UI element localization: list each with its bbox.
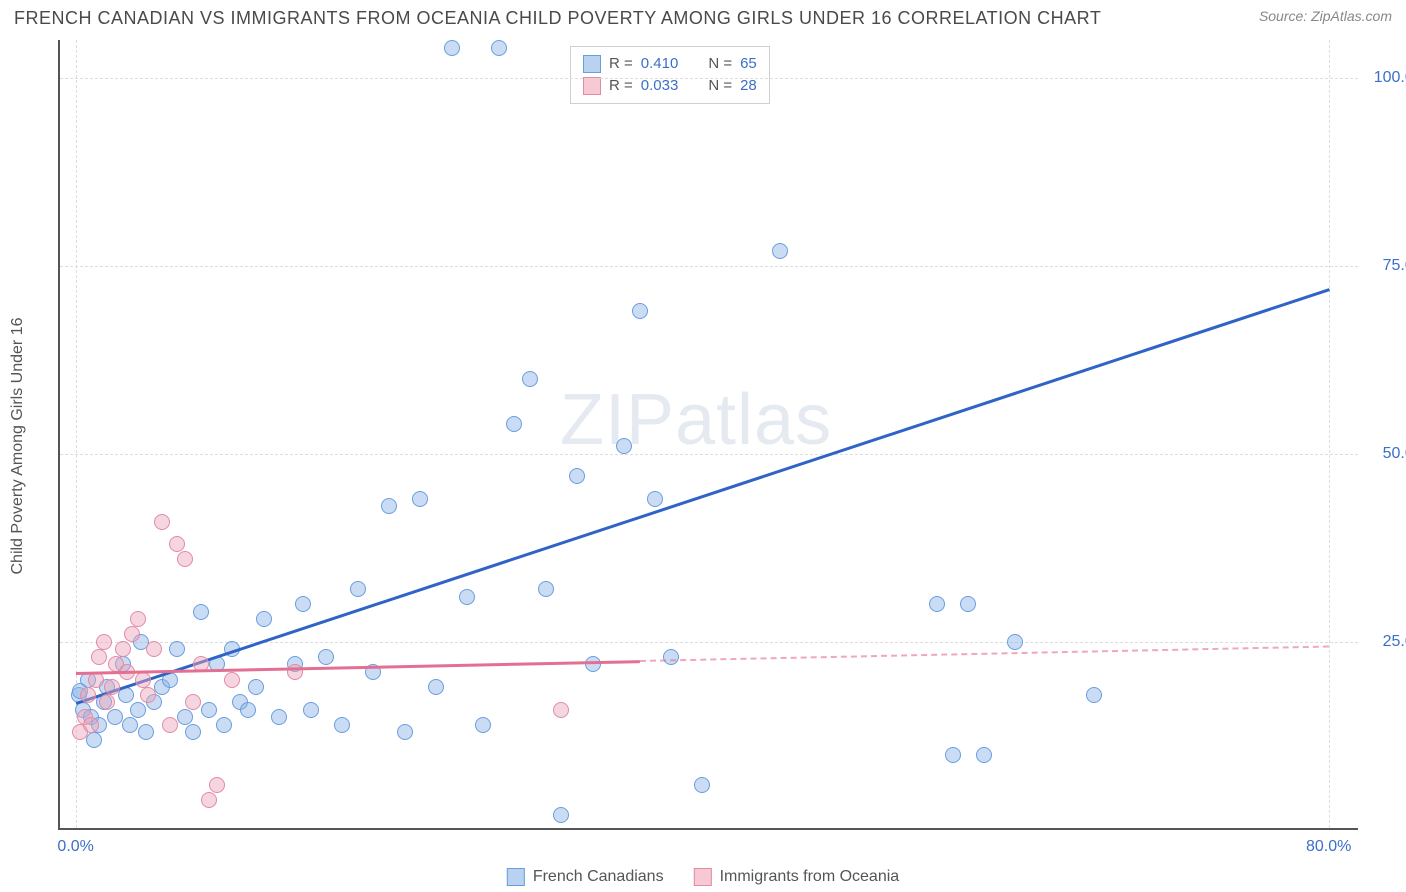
- scatter-point: [569, 468, 585, 484]
- scatter-point: [459, 589, 475, 605]
- watermark-text: ZIPatlas: [560, 379, 832, 461]
- scatter-point: [209, 777, 225, 793]
- y-tick-label: 50.0%: [1368, 445, 1406, 463]
- scatter-point: [318, 649, 334, 665]
- gridline-horizontal: [60, 454, 1358, 455]
- scatter-point: [124, 626, 140, 642]
- scatter-point: [334, 717, 350, 733]
- x-tick-label: 0.0%: [57, 838, 93, 856]
- y-axis-title: Child Poverty Among Girls Under 16: [9, 318, 27, 575]
- legend-series-label: Immigrants from Oceania: [720, 868, 900, 886]
- scatter-point: [553, 702, 569, 718]
- r-label: R =: [609, 53, 633, 75]
- scatter-point: [193, 604, 209, 620]
- scatter-point: [169, 641, 185, 657]
- scatter-point: [185, 724, 201, 740]
- scatter-point: [154, 514, 170, 530]
- scatter-point: [140, 687, 156, 703]
- scatter-point: [185, 694, 201, 710]
- gridline-horizontal: [60, 266, 1358, 267]
- legend-swatch: [583, 77, 601, 95]
- scatter-point: [91, 649, 107, 665]
- scatter-point: [585, 656, 601, 672]
- scatter-point: [96, 634, 112, 650]
- scatter-point: [240, 702, 256, 718]
- scatter-point: [162, 717, 178, 733]
- scatter-point: [350, 581, 366, 597]
- source-attribution: Source: ZipAtlas.com: [1259, 8, 1392, 24]
- r-value: 0.410: [641, 53, 679, 75]
- legend-swatch: [507, 868, 525, 886]
- scatter-point: [104, 679, 120, 695]
- chart-title: FRENCH CANADIAN VS IMMIGRANTS FROM OCEAN…: [14, 8, 1101, 29]
- y-tick-label: 75.0%: [1368, 257, 1406, 275]
- gridline-horizontal: [60, 78, 1358, 79]
- scatter-point: [138, 724, 154, 740]
- y-tick-label: 100.0%: [1368, 69, 1406, 87]
- x-tick-label: 80.0%: [1306, 838, 1351, 856]
- scatter-point: [632, 303, 648, 319]
- scatter-point: [976, 747, 992, 763]
- scatter-point: [256, 611, 272, 627]
- scatter-point: [475, 717, 491, 733]
- scatter-point: [506, 416, 522, 432]
- scatter-point: [177, 709, 193, 725]
- legend-series-label: French Canadians: [533, 868, 664, 886]
- scatter-point: [201, 702, 217, 718]
- trend-line: [76, 660, 640, 674]
- scatter-point: [945, 747, 961, 763]
- scatter-point: [146, 641, 162, 657]
- legend-swatch: [583, 55, 601, 73]
- scatter-plot-area: ZIPatlas R =0.410N =65R =0.033N =28 25.0…: [58, 40, 1358, 830]
- scatter-point: [201, 792, 217, 808]
- scatter-point: [177, 551, 193, 567]
- scatter-point: [538, 581, 554, 597]
- legend-swatch: [694, 868, 712, 886]
- scatter-point: [115, 641, 131, 657]
- scatter-point: [1007, 634, 1023, 650]
- scatter-point: [491, 40, 507, 56]
- scatter-point: [444, 40, 460, 56]
- scatter-point: [130, 702, 146, 718]
- legend-stats-row: R = 0.410 N = 65: [583, 53, 757, 75]
- legend-series-item: French Canadians: [507, 868, 664, 886]
- scatter-point: [397, 724, 413, 740]
- legend-series: French Canadians Immigrants from Oceania: [507, 868, 899, 886]
- scatter-point: [663, 649, 679, 665]
- scatter-point: [295, 596, 311, 612]
- scatter-point: [216, 717, 232, 733]
- y-tick-label: 25.0%: [1368, 633, 1406, 651]
- scatter-point: [135, 672, 151, 688]
- scatter-point: [169, 536, 185, 552]
- scatter-point: [694, 777, 710, 793]
- scatter-point: [960, 596, 976, 612]
- scatter-point: [130, 611, 146, 627]
- scatter-point: [83, 717, 99, 733]
- scatter-point: [80, 687, 96, 703]
- scatter-point: [86, 732, 102, 748]
- scatter-point: [412, 491, 428, 507]
- scatter-point: [99, 694, 115, 710]
- scatter-point: [616, 438, 632, 454]
- scatter-point: [248, 679, 264, 695]
- scatter-point: [381, 498, 397, 514]
- scatter-point: [647, 491, 663, 507]
- scatter-point: [303, 702, 319, 718]
- gridline-vertical: [1329, 40, 1330, 828]
- legend-stats-box: R =0.410N =65R =0.033N =28: [570, 46, 770, 104]
- scatter-point: [107, 709, 123, 725]
- scatter-point: [929, 596, 945, 612]
- trend-line-extrapolated: [639, 646, 1328, 662]
- scatter-point: [1086, 687, 1102, 703]
- scatter-point: [428, 679, 444, 695]
- scatter-point: [122, 717, 138, 733]
- scatter-point: [224, 672, 240, 688]
- scatter-point: [553, 807, 569, 823]
- legend-series-item: Immigrants from Oceania: [694, 868, 900, 886]
- n-value: 65: [740, 53, 757, 75]
- scatter-point: [772, 243, 788, 259]
- n-label: N =: [708, 53, 732, 75]
- scatter-point: [271, 709, 287, 725]
- scatter-point: [522, 371, 538, 387]
